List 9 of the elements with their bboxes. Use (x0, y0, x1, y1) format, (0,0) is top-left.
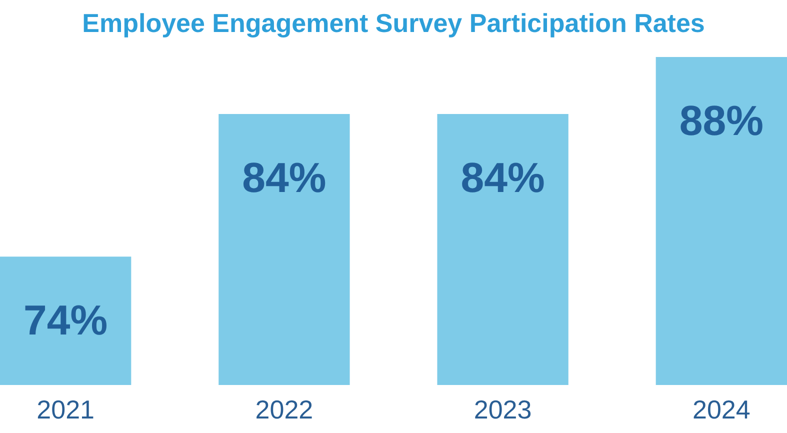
x-tick-label: 2023 (474, 394, 532, 424)
x-tick-label: 2021 (36, 394, 95, 424)
chart-title: Employee Engagement Survey Participation Rates (82, 8, 705, 38)
data-label: 88% (679, 97, 764, 144)
data-label: 84% (460, 154, 545, 202)
x-tick-label: 2022 (255, 394, 314, 424)
data-label: 84% (242, 154, 326, 202)
data-label: 74% (24, 296, 108, 344)
x-tick-label: 2024 (692, 394, 750, 424)
